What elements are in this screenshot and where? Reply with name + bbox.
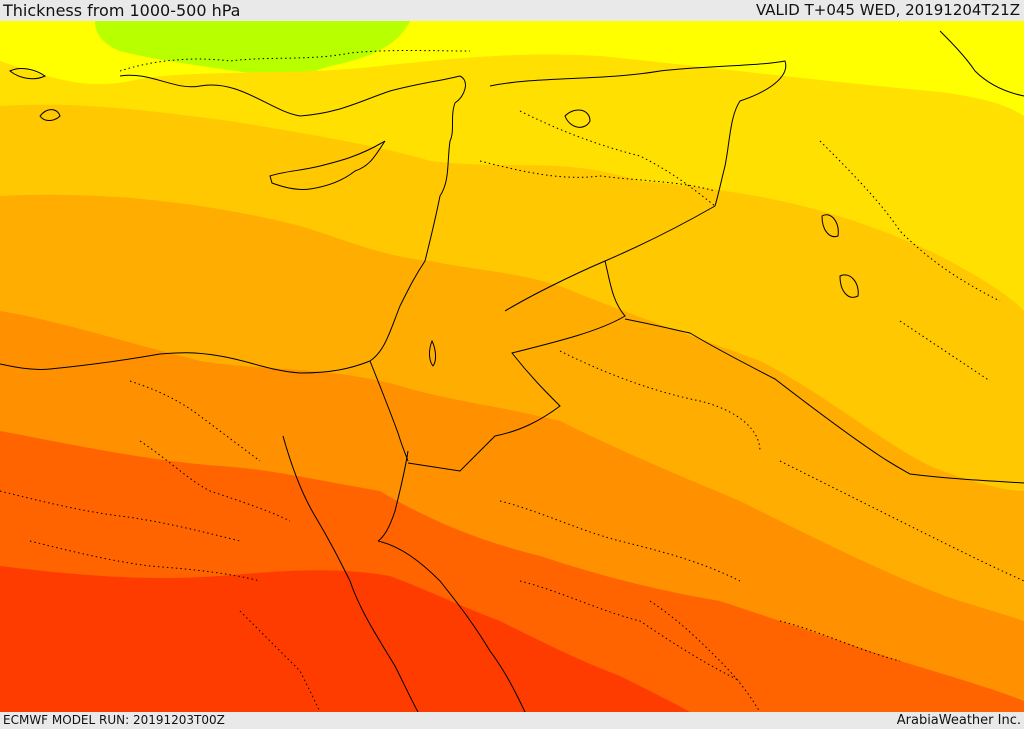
iran-coast	[939, 30, 1024, 97]
thickness-bands	[0, 21, 1024, 712]
band-green	[95, 21, 410, 77]
levant-coast	[0, 140, 451, 374]
gulf-of-suez	[282, 435, 419, 712]
iraq-saudi-border	[624, 318, 1024, 484]
red-sea-east	[377, 540, 526, 712]
map-title: Thickness from 1000-500 hPa	[3, 1, 241, 20]
gulf-of-aqaba	[377, 450, 409, 542]
syria-iraq-border	[504, 205, 716, 312]
thickness-map[interactable]	[0, 21, 1024, 712]
map-canvas	[0, 21, 1024, 712]
egypt-israel-border	[369, 360, 409, 462]
coastlines	[0, 30, 1024, 712]
aegean-islands	[9, 68, 61, 121]
borders-dotted	[0, 50, 1024, 712]
header-bar: Thickness from 1000-500 hPa VALID T+045 …	[0, 0, 1024, 21]
turkey-coast	[119, 74, 466, 142]
iraq-lakes	[821, 214, 859, 298]
lake-van	[564, 109, 591, 128]
footer-bar: ECMWF MODEL RUN: 20191203T00Z ArabiaWeat…	[0, 712, 1024, 729]
borders-solid	[369, 60, 1024, 484]
band-red	[0, 566, 690, 712]
cyprus-coast	[269, 140, 386, 190]
credit-label: ArabiaWeather Inc.	[896, 713, 1021, 728]
model-run-label: ECMWF MODEL RUN: 20191203T00Z	[3, 713, 225, 727]
turkey-syria-border	[489, 60, 787, 207]
jordan-saudi-border	[407, 260, 626, 472]
dead-sea	[429, 339, 436, 367]
valid-time: VALID T+045 WED, 20191204T21Z	[755, 1, 1020, 19]
